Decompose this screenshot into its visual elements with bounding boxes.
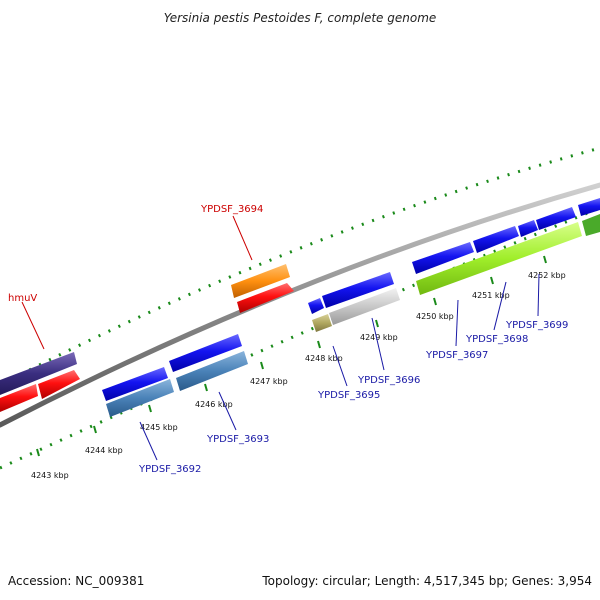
tick-label-4250: 4250 kbp [416, 312, 454, 321]
cds-forward-4 [536, 207, 576, 230]
cds-hmuV-1 [0, 384, 38, 412]
feature-orange-3694 [231, 264, 290, 298]
cds-hmuV-2 [38, 370, 80, 399]
genome-summary-text: Topology: circular; Length: 4,517,345 bp… [262, 574, 592, 588]
accession-text: Accession: NC_009381 [8, 574, 145, 588]
tick-label-4243: 4243 kbp [31, 471, 69, 480]
cds-forward-1 [412, 242, 474, 274]
cds-forward-5 [578, 198, 600, 216]
genome-backbone [0, 182, 600, 428]
tick-label-4248: 4248 kbp [305, 354, 343, 363]
gene-label-YPDSF_3692[interactable]: YPDSF_3692 [138, 464, 201, 475]
cds-YPDSF_3693 [169, 334, 242, 372]
cds-forward-3 [518, 220, 538, 237]
tick-label-4249: 4249 kbp [360, 333, 398, 342]
gene-label-YPDSF_3694[interactable]: YPDSF_3694 [200, 204, 263, 215]
tick-label-4252: 4252 kbp [528, 271, 566, 280]
gene-label-YPDSF_3695[interactable]: YPDSF_3695 [317, 390, 380, 401]
feature-lime-3697 [416, 222, 582, 295]
tick-label-4244: 4244 kbp [85, 446, 123, 455]
cds-YPDSF_3696 [322, 272, 394, 308]
tick-label-4245: 4245 kbp [140, 423, 178, 432]
gene-label-YPDSF_3693[interactable]: YPDSF_3693 [206, 434, 269, 445]
feature-grey-3696 [329, 288, 400, 325]
map-title: Yersinia pestis Pestoides F, complete ge… [164, 11, 437, 25]
feature-purple-left [0, 352, 77, 395]
inner-tick-track [0, 206, 600, 470]
gene-label-hmuV[interactable]: hmuV [8, 293, 37, 304]
gene-label-YPDSF_3696[interactable]: YPDSF_3696 [357, 375, 420, 386]
tick-label-4247: 4247 kbp [250, 377, 288, 386]
gene-label-YPDSF_3698[interactable]: YPDSF_3698 [465, 334, 528, 345]
feature-green-edge [582, 214, 600, 236]
feature-steel-3693 [176, 351, 248, 391]
cds-YPDSF_3692 [102, 367, 168, 401]
feature-olive-3695 [312, 314, 332, 332]
cds-YPDSF_3695 [308, 298, 324, 314]
blue-leaders [139, 273, 540, 461]
major-ticks [36, 255, 547, 457]
gene-label-YPDSF_3697[interactable]: YPDSF_3697 [425, 350, 488, 361]
outer-tick-track [0, 146, 600, 387]
feature-steel-3692 [106, 379, 174, 417]
cds-forward-2 [473, 226, 519, 253]
tick-label-4251: 4251 kbp [472, 291, 510, 300]
tick-label-4246: 4246 kbp [195, 400, 233, 409]
red-leaders [21, 215, 253, 350]
gene-label-YPDSF_3699[interactable]: YPDSF_3699 [505, 320, 568, 331]
cds-YPDSF_3694 [237, 283, 294, 313]
